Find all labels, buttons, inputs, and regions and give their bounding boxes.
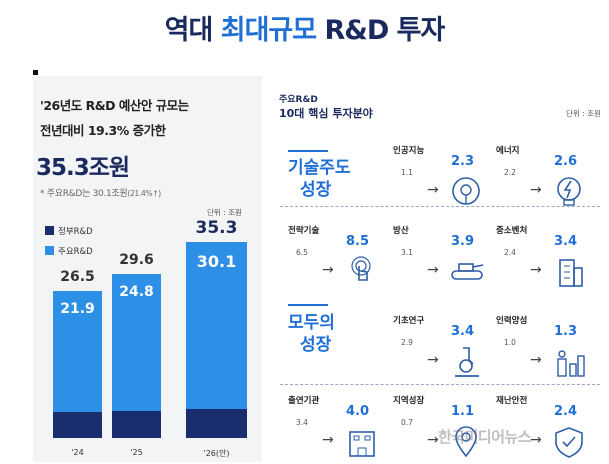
page-title: 역대 최대규모 R&D 투자 (164, 15, 446, 46)
bar-total-label: 26.5 (60, 268, 95, 285)
card-to-value: 3.9 (451, 234, 475, 249)
budget-note: * 주요R&D는 30.1조원(21.4%↑) (40, 189, 161, 199)
bar-main-label: 21.9 (60, 300, 95, 317)
card-to-value: 1.1 (451, 404, 475, 419)
summary-line-1: '26년도 R&D 예산안 규모는 (40, 98, 189, 113)
card-from-value: 2.4 (504, 248, 516, 257)
investment-card: 출연기관 3.4 → 4.0 (288, 394, 388, 464)
card-to-value: 4.0 (346, 404, 370, 419)
bar-main-label: 24.8 (119, 283, 154, 300)
card-from-value: 3.4 (296, 418, 308, 427)
investment-card: 중소벤처 2.4 → 3.4 (496, 224, 596, 294)
shield-icon (555, 427, 583, 458)
card-name: 재난안전 (496, 396, 528, 406)
investment-card: 방산 3.1 → 3.9 (393, 224, 493, 294)
x-tick-label: '26(안) (203, 449, 230, 458)
card-from-value: 0.7 (401, 418, 413, 427)
arrow-icon: → (530, 432, 542, 448)
card-to-value: 2.4 (554, 404, 578, 419)
card-to-value: 1.3 (554, 324, 578, 339)
total-budget: 35.3조원 (36, 155, 130, 181)
card-name: 에너지 (496, 146, 520, 156)
card-name: 중소벤처 (496, 226, 528, 236)
card-name: 인력양성 (496, 316, 528, 326)
group-shared-growth: 모두의 성장 (288, 313, 335, 355)
chart-unit: 단위 : 조원 (207, 208, 242, 217)
card-to-value: 3.4 (451, 324, 475, 339)
card-name: 출연기관 (288, 396, 320, 406)
group-tech-growth: 기술주도 성장 (288, 158, 351, 200)
card-from-value: 6.5 (296, 248, 308, 257)
right-unit: 단위 : 조원 (566, 109, 601, 118)
lightning-bulb-icon (557, 177, 581, 206)
card-name: 방산 (393, 226, 409, 236)
arrow-icon: → (322, 262, 334, 278)
legend-main: 주요R&D (45, 245, 93, 257)
watermark: 한국미디어뉴스 (438, 428, 532, 446)
right-header: 10대 핵심 투자분야 (279, 107, 373, 120)
card-from-value: 2.9 (401, 338, 413, 347)
brain-ai-icon (452, 177, 480, 205)
bullet-marker (33, 70, 38, 75)
bar-main-label: 30.1 (196, 252, 237, 272)
divider-line (280, 384, 600, 385)
card-to-value: 8.5 (346, 234, 370, 249)
card-to-value: 2.3 (451, 154, 475, 169)
arrow-icon: → (530, 262, 542, 278)
group-divider (288, 150, 328, 152)
map-pin-icon (455, 426, 477, 458)
investment-card: 전략기술 6.5 → 8.5 (288, 224, 388, 294)
bar-total-label: 29.6 (119, 251, 154, 268)
building-icon (559, 259, 583, 287)
investment-card: 지역성장 0.7 → 1.1 (393, 394, 493, 464)
investment-card: 에너지 2.2 → 2.6 (496, 144, 596, 214)
investment-card: 인력양성 1.0 → 1.3 (496, 314, 596, 384)
divider-line (280, 206, 600, 207)
card-from-value: 1.1 (401, 168, 413, 177)
bar-main-1 (112, 273, 161, 412)
card-to-value: 2.6 (554, 154, 578, 169)
arrow-icon: → (427, 262, 439, 278)
card-to-value: 3.4 (554, 234, 578, 249)
arrow-icon: → (322, 432, 334, 448)
bar-total-label: 35.3 (195, 218, 238, 239)
arrow-icon: → (427, 432, 439, 448)
arrow-icon: → (530, 352, 542, 368)
bar-main-2 (186, 242, 247, 410)
legend-swatch (45, 246, 54, 255)
investment-card: 인공지능 1.1 → 2.3 (393, 144, 493, 214)
arrow-icon: → (427, 352, 439, 368)
card-name: 전략기술 (288, 226, 320, 236)
card-name: 기초연구 (393, 316, 425, 326)
arrow-icon: → (530, 182, 542, 198)
touch-hand-icon (351, 256, 371, 281)
microscope-icon (455, 347, 479, 377)
card-from-value: 1.0 (504, 338, 516, 347)
investment-card: 기초연구 2.9 → 3.4 (393, 314, 493, 384)
card-from-value: 2.2 (504, 168, 516, 177)
legend-gov: 정부R&D (45, 225, 93, 237)
card-name: 지역성장 (393, 396, 425, 406)
investment-card: 재난안전 → 2.4 (496, 394, 596, 464)
group-divider (288, 304, 328, 306)
legend-swatch (45, 226, 54, 235)
summary-line-2: 전년대비 19.3% 증가한 (40, 123, 166, 138)
x-tick-label: '24 (71, 448, 84, 457)
bar-main-0 (53, 290, 102, 413)
card-from-value: 3.1 (401, 248, 413, 257)
office-building-icon (349, 431, 375, 457)
card-name: 인공지능 (393, 146, 425, 156)
arrow-icon: → (427, 182, 439, 198)
right-header-small: 주요R&D (279, 95, 318, 105)
x-tick-label: '25 (130, 448, 143, 457)
people-bars-icon (557, 350, 585, 377)
tank-icon (451, 263, 484, 280)
